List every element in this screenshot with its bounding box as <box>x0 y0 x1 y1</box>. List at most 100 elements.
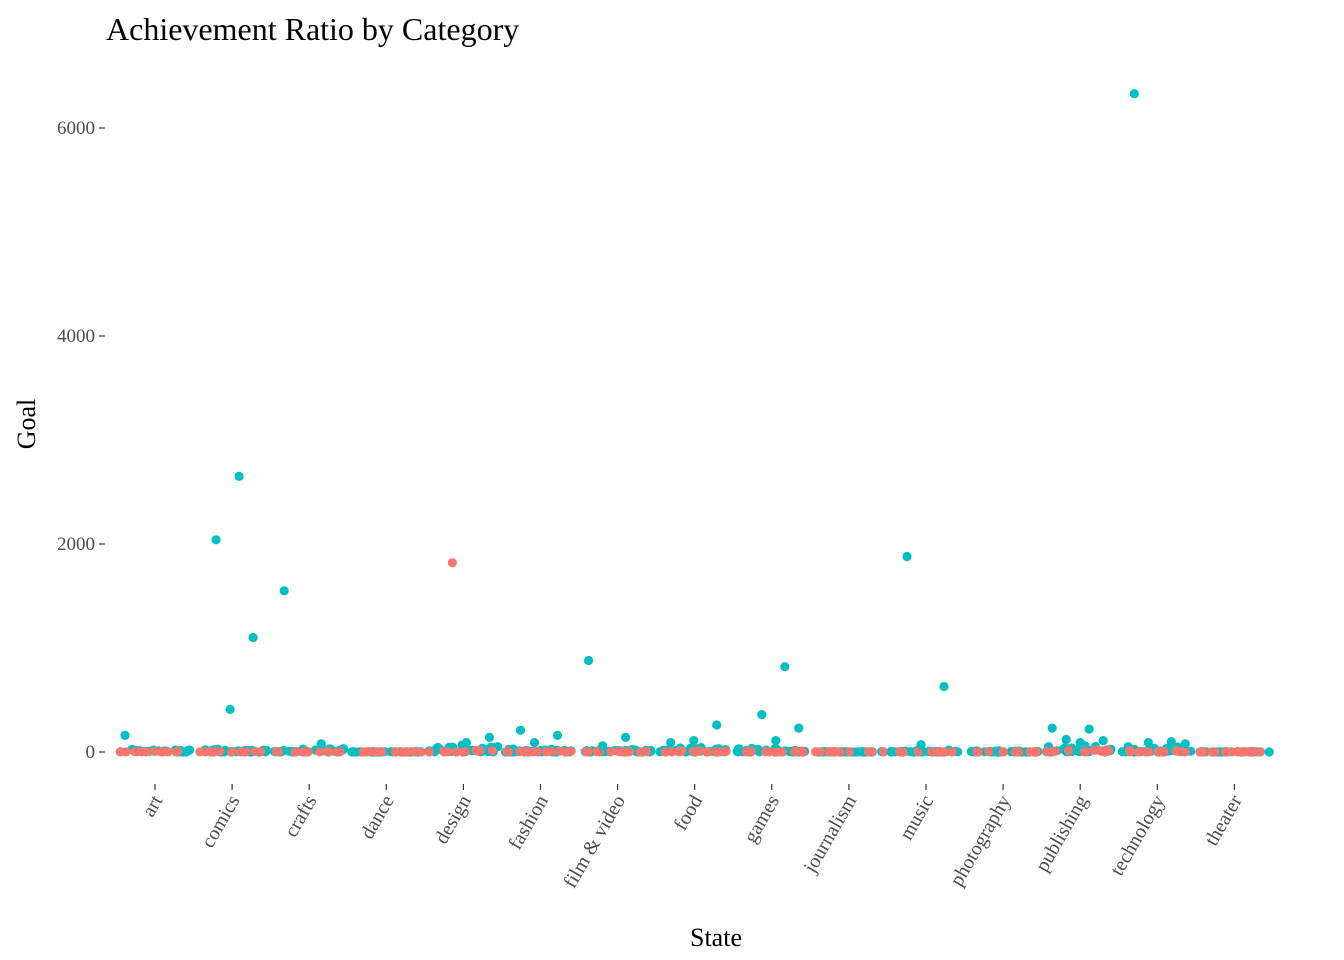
data-point <box>827 747 837 757</box>
x-tick-label: technology <box>1106 792 1169 880</box>
data-point <box>878 747 889 757</box>
data-point <box>1264 747 1274 757</box>
data-point <box>896 747 906 757</box>
data-point <box>1081 747 1091 757</box>
data-point <box>234 471 244 481</box>
x-tick-label: games <box>740 791 785 846</box>
data-point <box>451 747 461 757</box>
data-point <box>1133 747 1143 757</box>
data-point <box>1047 723 1057 733</box>
data-point <box>115 747 125 757</box>
data-point <box>1220 747 1231 757</box>
x-tick-label: film & video <box>559 792 630 892</box>
data-points <box>115 89 1274 757</box>
data-point <box>291 747 301 757</box>
x-tick-label: art <box>138 791 168 821</box>
data-point <box>584 655 594 666</box>
data-point <box>1255 747 1265 757</box>
data-point <box>409 747 420 757</box>
data-point <box>130 747 140 757</box>
data-point <box>541 747 551 757</box>
data-point <box>250 746 260 756</box>
x-tick-label: theater <box>1200 791 1246 849</box>
data-point <box>141 747 151 757</box>
data-point <box>377 747 387 757</box>
y-tick-label: 0 <box>86 742 96 763</box>
data-point <box>1093 745 1103 755</box>
data-point <box>641 747 652 757</box>
data-point <box>998 747 1008 757</box>
data-point <box>120 730 130 741</box>
data-point <box>1180 739 1190 749</box>
data-point <box>934 746 945 757</box>
data-point <box>1101 747 1111 757</box>
data-point <box>1195 747 1205 757</box>
data-point <box>371 747 381 757</box>
data-point <box>757 710 767 720</box>
data-point <box>1014 747 1024 757</box>
data-point <box>661 747 671 757</box>
data-point <box>1061 734 1071 745</box>
data-point <box>209 747 219 757</box>
data-point <box>691 747 702 757</box>
data-point <box>598 741 608 751</box>
data-point <box>815 747 826 757</box>
data-point <box>315 747 325 757</box>
data-point <box>927 747 937 757</box>
data-point <box>741 747 752 757</box>
data-point <box>225 704 235 715</box>
data-point <box>583 747 593 757</box>
data-point <box>984 747 994 757</box>
data-point <box>1125 746 1135 756</box>
data-point <box>834 747 844 757</box>
data-point <box>1236 747 1246 757</box>
data-point <box>348 747 358 757</box>
y-tick-label: 4000 <box>57 326 95 347</box>
data-point <box>200 747 210 757</box>
data-point <box>614 746 624 757</box>
data-point <box>271 746 281 757</box>
data-point <box>1141 747 1151 757</box>
data-point <box>520 747 531 757</box>
x-axis-label: State <box>690 923 742 952</box>
data-point <box>689 736 699 746</box>
data-point <box>916 740 926 750</box>
data-point <box>666 738 676 748</box>
data-point <box>1143 738 1153 748</box>
data-point <box>515 725 526 735</box>
data-point <box>1180 747 1190 757</box>
data-point <box>1171 746 1181 756</box>
data-point <box>939 681 949 692</box>
data-point <box>712 747 722 757</box>
data-point <box>1025 747 1035 757</box>
data-point <box>227 747 237 757</box>
data-point <box>621 732 631 743</box>
data-point <box>913 747 923 757</box>
data-point <box>248 633 258 643</box>
data-point <box>1084 724 1094 734</box>
x-tick-label: design <box>431 792 476 848</box>
data-point <box>973 747 983 757</box>
data-point <box>460 747 470 757</box>
data-point <box>487 745 497 756</box>
data-point <box>471 746 481 756</box>
data-point <box>416 747 426 757</box>
data-point <box>237 747 247 757</box>
data-point <box>484 732 494 743</box>
data-point <box>677 746 687 756</box>
data-point <box>866 747 876 757</box>
data-point <box>335 747 345 757</box>
data-point <box>606 746 616 757</box>
data-point <box>1041 746 1051 757</box>
data-point <box>733 747 743 757</box>
data-point <box>790 746 800 757</box>
data-point <box>447 558 457 568</box>
x-tick-label: fashion <box>504 792 552 854</box>
x-tick-label: crafts <box>280 791 321 841</box>
data-point <box>303 747 313 757</box>
data-point <box>173 746 183 756</box>
data-point <box>780 662 790 672</box>
data-point <box>844 747 855 757</box>
data-point <box>439 747 449 757</box>
